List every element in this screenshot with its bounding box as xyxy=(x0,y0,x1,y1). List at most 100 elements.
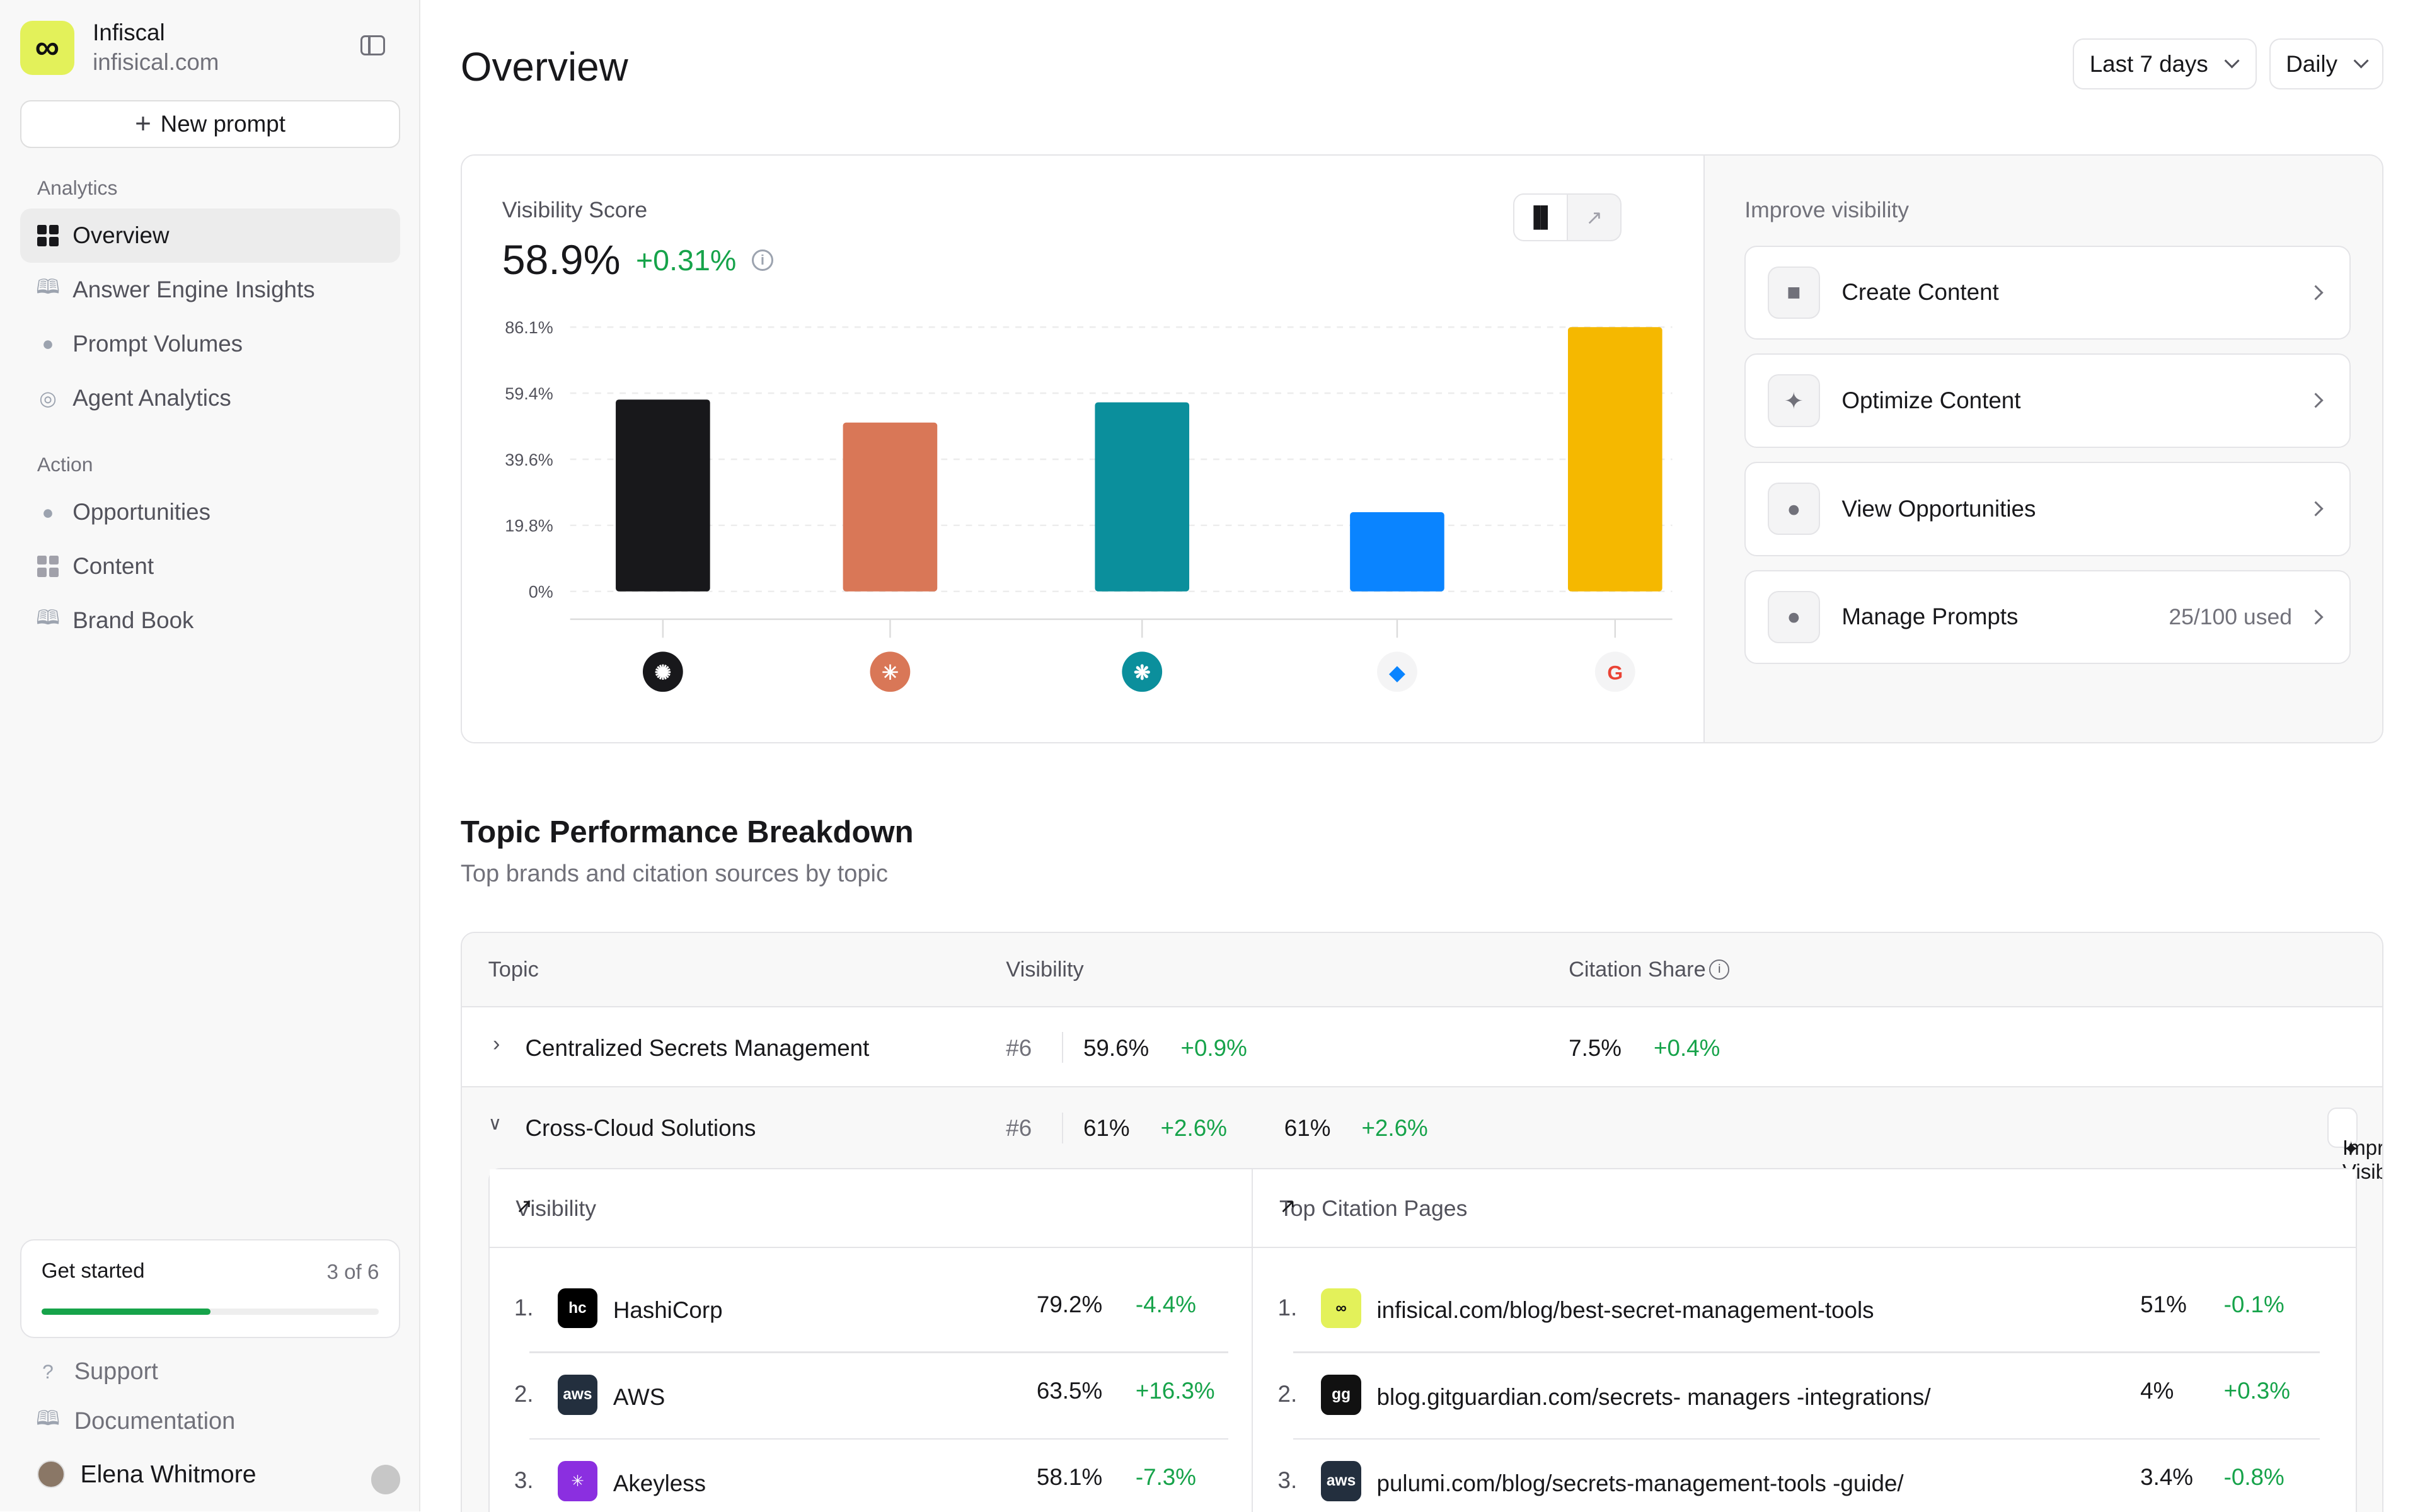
item-change: +0.3% xyxy=(2223,1377,2290,1404)
info-icon[interactable]: i xyxy=(1709,959,1730,980)
claude-logo-icon xyxy=(870,651,911,692)
documentation-label: Documentation xyxy=(74,1407,236,1435)
sidebar-item-overview[interactable]: Overview xyxy=(20,209,401,263)
visibility-chart-panel: Visibility Score 58.9% +0.31% i 86.1% 59.… xyxy=(461,156,1703,742)
create-content-button[interactable]: ■ Create Content xyxy=(1744,245,2351,340)
bar-google[interactable] xyxy=(1567,327,1662,592)
arrow-up-right-icon[interactable]: ↗ xyxy=(1279,1194,1296,1218)
sidebar-item-content[interactable]: Content xyxy=(20,539,400,593)
list-item[interactable]: 1. hc HashiCorp 79.2% -4.4% xyxy=(514,1266,1229,1353)
user-name: Elena Whitmore xyxy=(80,1460,256,1488)
get-started-card[interactable]: Get started 3 of 6 xyxy=(20,1239,401,1339)
sidebar-item-label: Content xyxy=(72,553,154,579)
y-tick-label: 86.1% xyxy=(505,318,553,337)
y-tick-label: 0% xyxy=(529,583,553,602)
sidebar-item-label: Answer Engine Insights xyxy=(72,276,315,302)
bar-chart-icon[interactable]: ▐▌ xyxy=(1514,194,1569,240)
topic-table: Topic Visibility Citation Share i › Cent… xyxy=(460,932,2384,1512)
visibility-value: 61% xyxy=(1083,1115,1130,1142)
sidebar-item-brand-book[interactable]: 🕮 Brand Book xyxy=(20,593,400,648)
visibility-panel: Visibility ↗ 1. hc HashiCorp 79.2% -4.4% 2. aws… xyxy=(489,1169,1253,1512)
chat-icon: ● xyxy=(1767,590,1820,644)
sidebar-item-prompt-volumes[interactable]: ● Prompt Volumes xyxy=(20,317,400,371)
improve-visibility-panel: Improve visibility ■ Create Content ✦ Opti… xyxy=(1703,156,2383,742)
sidebar-item-answer-engine-insights[interactable]: 🕮 Answer Engine Insights xyxy=(20,263,400,317)
list-item[interactable]: 2. aws AWS 63.5% +16.3% xyxy=(514,1353,1229,1440)
support-link[interactable]: ? Support xyxy=(37,1358,158,1385)
panel-title: Visibility xyxy=(516,1195,597,1221)
item-change: -7.3% xyxy=(1135,1464,1196,1491)
bar-chatgpt[interactable] xyxy=(615,399,710,592)
improve-visibility-button[interactable]: ✦Improve Visibility xyxy=(2327,1108,2382,1184)
citation-change: +0.4% xyxy=(1654,1034,1720,1061)
visibility-bar-chart: 86.1% 59.4% 39.6% 19.8% 0% ✺ ✳ ❋ ◆ G xyxy=(505,318,1673,692)
topic-section-subtitle: Top brands and citation sources by topic xyxy=(460,861,888,888)
help-circle-icon: ? xyxy=(42,1360,54,1383)
sidebar-item-label: Overview xyxy=(72,222,170,249)
list-item[interactable]: 1. ∞ infisical.com/blog/best-secret-manage… xyxy=(1278,1266,2331,1353)
view-opportunities-button[interactable]: ● View Opportunities xyxy=(1744,461,2351,556)
google-logo-icon xyxy=(1594,651,1635,692)
column-visibility: Visibility xyxy=(1006,958,1084,982)
rank-number: 3. xyxy=(514,1467,534,1494)
action-label: View Opportunities xyxy=(1841,495,2036,522)
visibility-score-value: 58.9% xyxy=(502,236,621,284)
table-row[interactable]: › Centralized Secrets Management #6 59.6… xyxy=(461,1007,2383,1088)
item-change: -0.1% xyxy=(2223,1291,2285,1317)
topic-detail-panels: Visibility ↗ 1. hc HashiCorp 79.2% -4.4% 2. aws… xyxy=(488,1167,2358,1512)
list-item[interactable]: 2. gg blog.gitguardian.com/secrets- manage… xyxy=(1278,1353,2331,1440)
visibility-change: +2.6% xyxy=(1160,1115,1227,1142)
documentation-link[interactable]: 🕮 Documentation xyxy=(36,1407,236,1435)
action-label: Manage Prompts xyxy=(1841,604,2019,630)
sidebar-item-label: Brand Book xyxy=(72,607,194,633)
get-started-progress xyxy=(41,1309,379,1315)
visibility-score-label: Visibility Score xyxy=(502,197,648,223)
support-label: Support xyxy=(74,1358,158,1385)
new-prompt-button[interactable]: + New prompt xyxy=(20,100,401,149)
trend-line-icon[interactable]: ↗ xyxy=(1586,205,1603,229)
topic-name: Centralized Secrets Management xyxy=(525,1034,870,1061)
chevron-down-icon[interactable]: ∨ xyxy=(488,1113,502,1134)
y-tick-label: 39.6% xyxy=(505,450,553,469)
model-logo-glyph: G xyxy=(1607,662,1623,684)
y-tick-label: 59.4% xyxy=(505,384,553,403)
brand-logo-icon: gg xyxy=(1321,1375,1361,1415)
interval-select[interactable]: Daily xyxy=(2269,38,2384,90)
citation-value: 7.5% xyxy=(1569,1034,1622,1061)
bar-copilot[interactable] xyxy=(1350,512,1444,592)
sidebar-item-label: Prompt Volumes xyxy=(72,330,243,357)
bar-claude[interactable] xyxy=(843,423,938,592)
get-started-label: Get started xyxy=(41,1259,145,1283)
list-item[interactable]: 3. aws pulumi.com/blog/secrets-management-… xyxy=(1278,1440,2331,1512)
rank-number: 1. xyxy=(514,1294,534,1320)
workspace-domain: infisical.com xyxy=(93,49,219,76)
book-icon: 🕮 xyxy=(36,1407,60,1429)
user-menu[interactable]: Elena Whitmore xyxy=(37,1460,256,1489)
plus-icon: + xyxy=(135,108,151,140)
chart-type-toggle[interactable]: ▐▌ ↗ xyxy=(1513,193,1622,241)
bulb-icon: ● xyxy=(42,500,54,524)
column-topic: Topic xyxy=(488,958,539,982)
visibility-value: 59.6% xyxy=(1083,1034,1150,1061)
item-percent: 58.1% xyxy=(1036,1464,1103,1491)
arrow-up-right-icon[interactable]: ↗ xyxy=(516,1194,533,1218)
model-logo-glyph: ✺ xyxy=(654,662,671,684)
item-name: blog.gitguardian.com/secrets- managers -… xyxy=(1376,1383,1931,1410)
workspace-name: Infiscal xyxy=(93,20,165,46)
sidebar-item-agent-analytics[interactable]: ◎ Agent Analytics xyxy=(20,371,400,425)
citation-change: +2.6% xyxy=(1361,1115,1428,1142)
bar-perplexity[interactable] xyxy=(1095,402,1189,592)
info-icon[interactable]: i xyxy=(751,249,774,271)
sidebar-item-opportunities[interactable]: ● Opportunities xyxy=(20,485,400,539)
sparkle-off-icon: ✦ xyxy=(1767,374,1820,427)
chevron-right-icon[interactable]: › xyxy=(492,1032,500,1056)
theme-toggle-icon[interactable] xyxy=(371,1465,401,1494)
sidebar-toggle-icon[interactable] xyxy=(360,35,385,56)
manage-prompts-button[interactable]: ● Manage Prompts 25/100 used xyxy=(1744,570,2351,665)
date-range-select[interactable]: Last 7 days xyxy=(2073,38,2257,90)
panel-title: Top Citation Pages xyxy=(1279,1195,1468,1221)
list-item[interactable]: 3. ✳ Akeyless 58.1% -7.3% xyxy=(514,1440,1227,1512)
rank-number: 1. xyxy=(1277,1294,1298,1320)
workspace-switcher[interactable]: ∞ Infiscal infisical.com xyxy=(20,18,219,77)
optimize-content-button[interactable]: ✦ Optimize Content xyxy=(1744,353,2351,448)
